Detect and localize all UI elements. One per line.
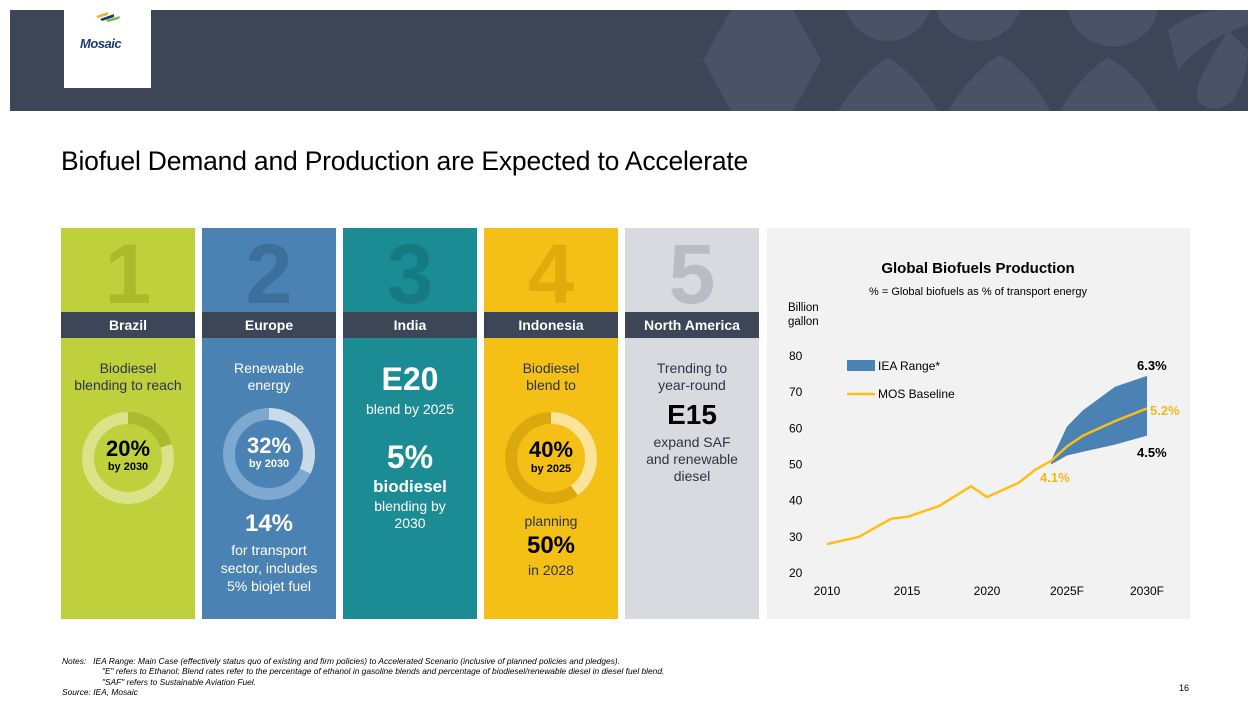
y-axis-label-1: Billion <box>788 302 819 314</box>
europe-text-3: for transport <box>231 542 307 558</box>
annotation-lower: 4.5% <box>1137 445 1167 460</box>
y-axis-label-2: gallon <box>788 316 819 328</box>
y-tick-label: 60 <box>789 421 803 435</box>
y-tick-label: 30 <box>789 530 803 544</box>
y-tick-label: 40 <box>789 494 803 508</box>
ring-subtext: by 2025 <box>530 463 572 475</box>
mos-baseline-line <box>826 407 1148 546</box>
indonesia-big-value: 50% <box>526 532 576 559</box>
region-label: Europe <box>202 312 336 338</box>
europe-text-1: Renewable <box>233 360 305 376</box>
annotation-upper: 6.3% <box>1137 358 1167 373</box>
rank-number: 5 <box>668 228 716 321</box>
y-tick-label: 50 <box>789 458 803 472</box>
na-text-1: Trending to <box>656 360 728 376</box>
x-tick-label: 2015 <box>894 584 921 598</box>
note-line-3: "SAF" refers to Sustainable Aviation Fue… <box>102 676 256 687</box>
indonesia-text-4: in 2028 <box>528 562 574 578</box>
na-text-2: year-round <box>658 377 726 393</box>
x-tick-label: 2010 <box>814 584 841 598</box>
progress-ring <box>223 408 315 500</box>
na-big-e15: E15 <box>667 399 717 430</box>
rank-number: 2 <box>245 228 293 321</box>
india-biodiesel: biodiesel <box>373 477 447 496</box>
biofuels-line-chart: Global Biofuels Production % = Global bi… <box>788 260 1180 598</box>
region-label: India <box>343 312 477 338</box>
region-card-indonesia: 4 Indonesia Biodiesel blend to 40% by 20… <box>484 228 618 619</box>
india-big-e20: E20 <box>381 361 439 397</box>
na-text-3: expand SAF <box>653 434 731 450</box>
biofuels-chart-panel: Global Biofuels Production % = Global bi… <box>767 228 1190 619</box>
rank-number: 4 <box>527 228 575 321</box>
logo-text: Mosaic <box>80 36 122 51</box>
brazil-text-2: blending to reach <box>74 377 182 393</box>
region-label: Indonesia <box>484 312 618 338</box>
decorative-drop-pattern <box>703 10 1248 111</box>
x-tick-label: 2020 <box>974 584 1001 598</box>
brazil-text-1: Biodiesel <box>99 360 157 376</box>
chart-subtitle: % = Global biofuels as % of transport en… <box>869 286 1087 298</box>
mosaic-logo[interactable]: Mosaic <box>64 10 151 88</box>
na-text-5: diesel <box>673 468 711 484</box>
region-card-brazil: 1 Brazil Biodiesel blending to reach 20%… <box>61 228 195 619</box>
india-text-1: blend by 2025 <box>366 401 454 417</box>
page-number: 16 <box>1179 683 1190 693</box>
india-text-3: 2030 <box>394 515 426 531</box>
annotation-2024: 4.1% <box>1040 470 1070 485</box>
ring-percent: 32% <box>246 433 292 458</box>
slide-title: Biofuel Demand and Production are Expect… <box>61 146 749 176</box>
iea-range-band <box>1051 375 1147 465</box>
chart-title: Global Biofuels Production <box>881 260 1074 277</box>
x-tick-label: 2030F <box>1130 584 1164 598</box>
progress-ring <box>505 412 597 504</box>
region-card-india: 3 India E20 blend by 2025 5% biodiesel b… <box>343 228 477 619</box>
indonesia-text-2: blend to <box>526 377 576 393</box>
europe-text-2: energy <box>247 377 291 393</box>
india-big-5pct: 5% <box>386 439 434 475</box>
ring-subtext: by 2030 <box>107 461 149 473</box>
region-label: North America <box>625 312 759 338</box>
y-tick-label: 20 <box>789 566 803 580</box>
europe-text-5: 5% biojet fuel <box>226 578 312 594</box>
legend-label-iea: IEA Range* <box>878 359 940 373</box>
progress-ring <box>82 412 174 504</box>
europe-big-value: 14% <box>244 510 294 537</box>
y-tick-label: 80 <box>789 349 803 363</box>
legend-swatch-iea <box>847 360 875 371</box>
europe-text-4: sector, includes <box>220 560 318 576</box>
legend-label-mos: MOS Baseline <box>878 387 955 401</box>
header-banner: Mosaic <box>10 10 1248 111</box>
ring-subtext: by 2030 <box>248 458 290 470</box>
ring-percent: 40% <box>528 437 574 462</box>
region-label: Brazil <box>61 312 195 338</box>
region-card-europe: 2 Europe Renewable energy 32% by 2030 14… <box>202 228 336 619</box>
source-line: Source: IEA, Mosaic <box>62 686 138 697</box>
footnotes: Notes: IEA Range: Main Case (effectively… <box>62 656 664 697</box>
na-text-4: and renewable <box>646 451 738 467</box>
indonesia-text-1: Biodiesel <box>522 360 580 376</box>
rank-number: 3 <box>386 228 434 321</box>
region-card-north-america: 5 North America Trending to year-round E… <box>625 228 759 619</box>
y-tick-label: 70 <box>789 385 803 399</box>
logo-mark-icon <box>96 12 120 22</box>
note-line-1: Notes: IEA Range: Main Case (effectively… <box>62 656 620 666</box>
annotation-baseline-end: 5.2% <box>1150 403 1180 418</box>
india-text-2: blending by <box>374 498 446 514</box>
indonesia-text-3: planning <box>524 513 578 529</box>
rank-number: 1 <box>104 228 152 321</box>
ring-percent: 20% <box>105 436 151 461</box>
x-tick-label: 2025F <box>1050 584 1084 598</box>
note-line-2: "E" refers to Ethanol; Blend rates refer… <box>102 666 665 677</box>
